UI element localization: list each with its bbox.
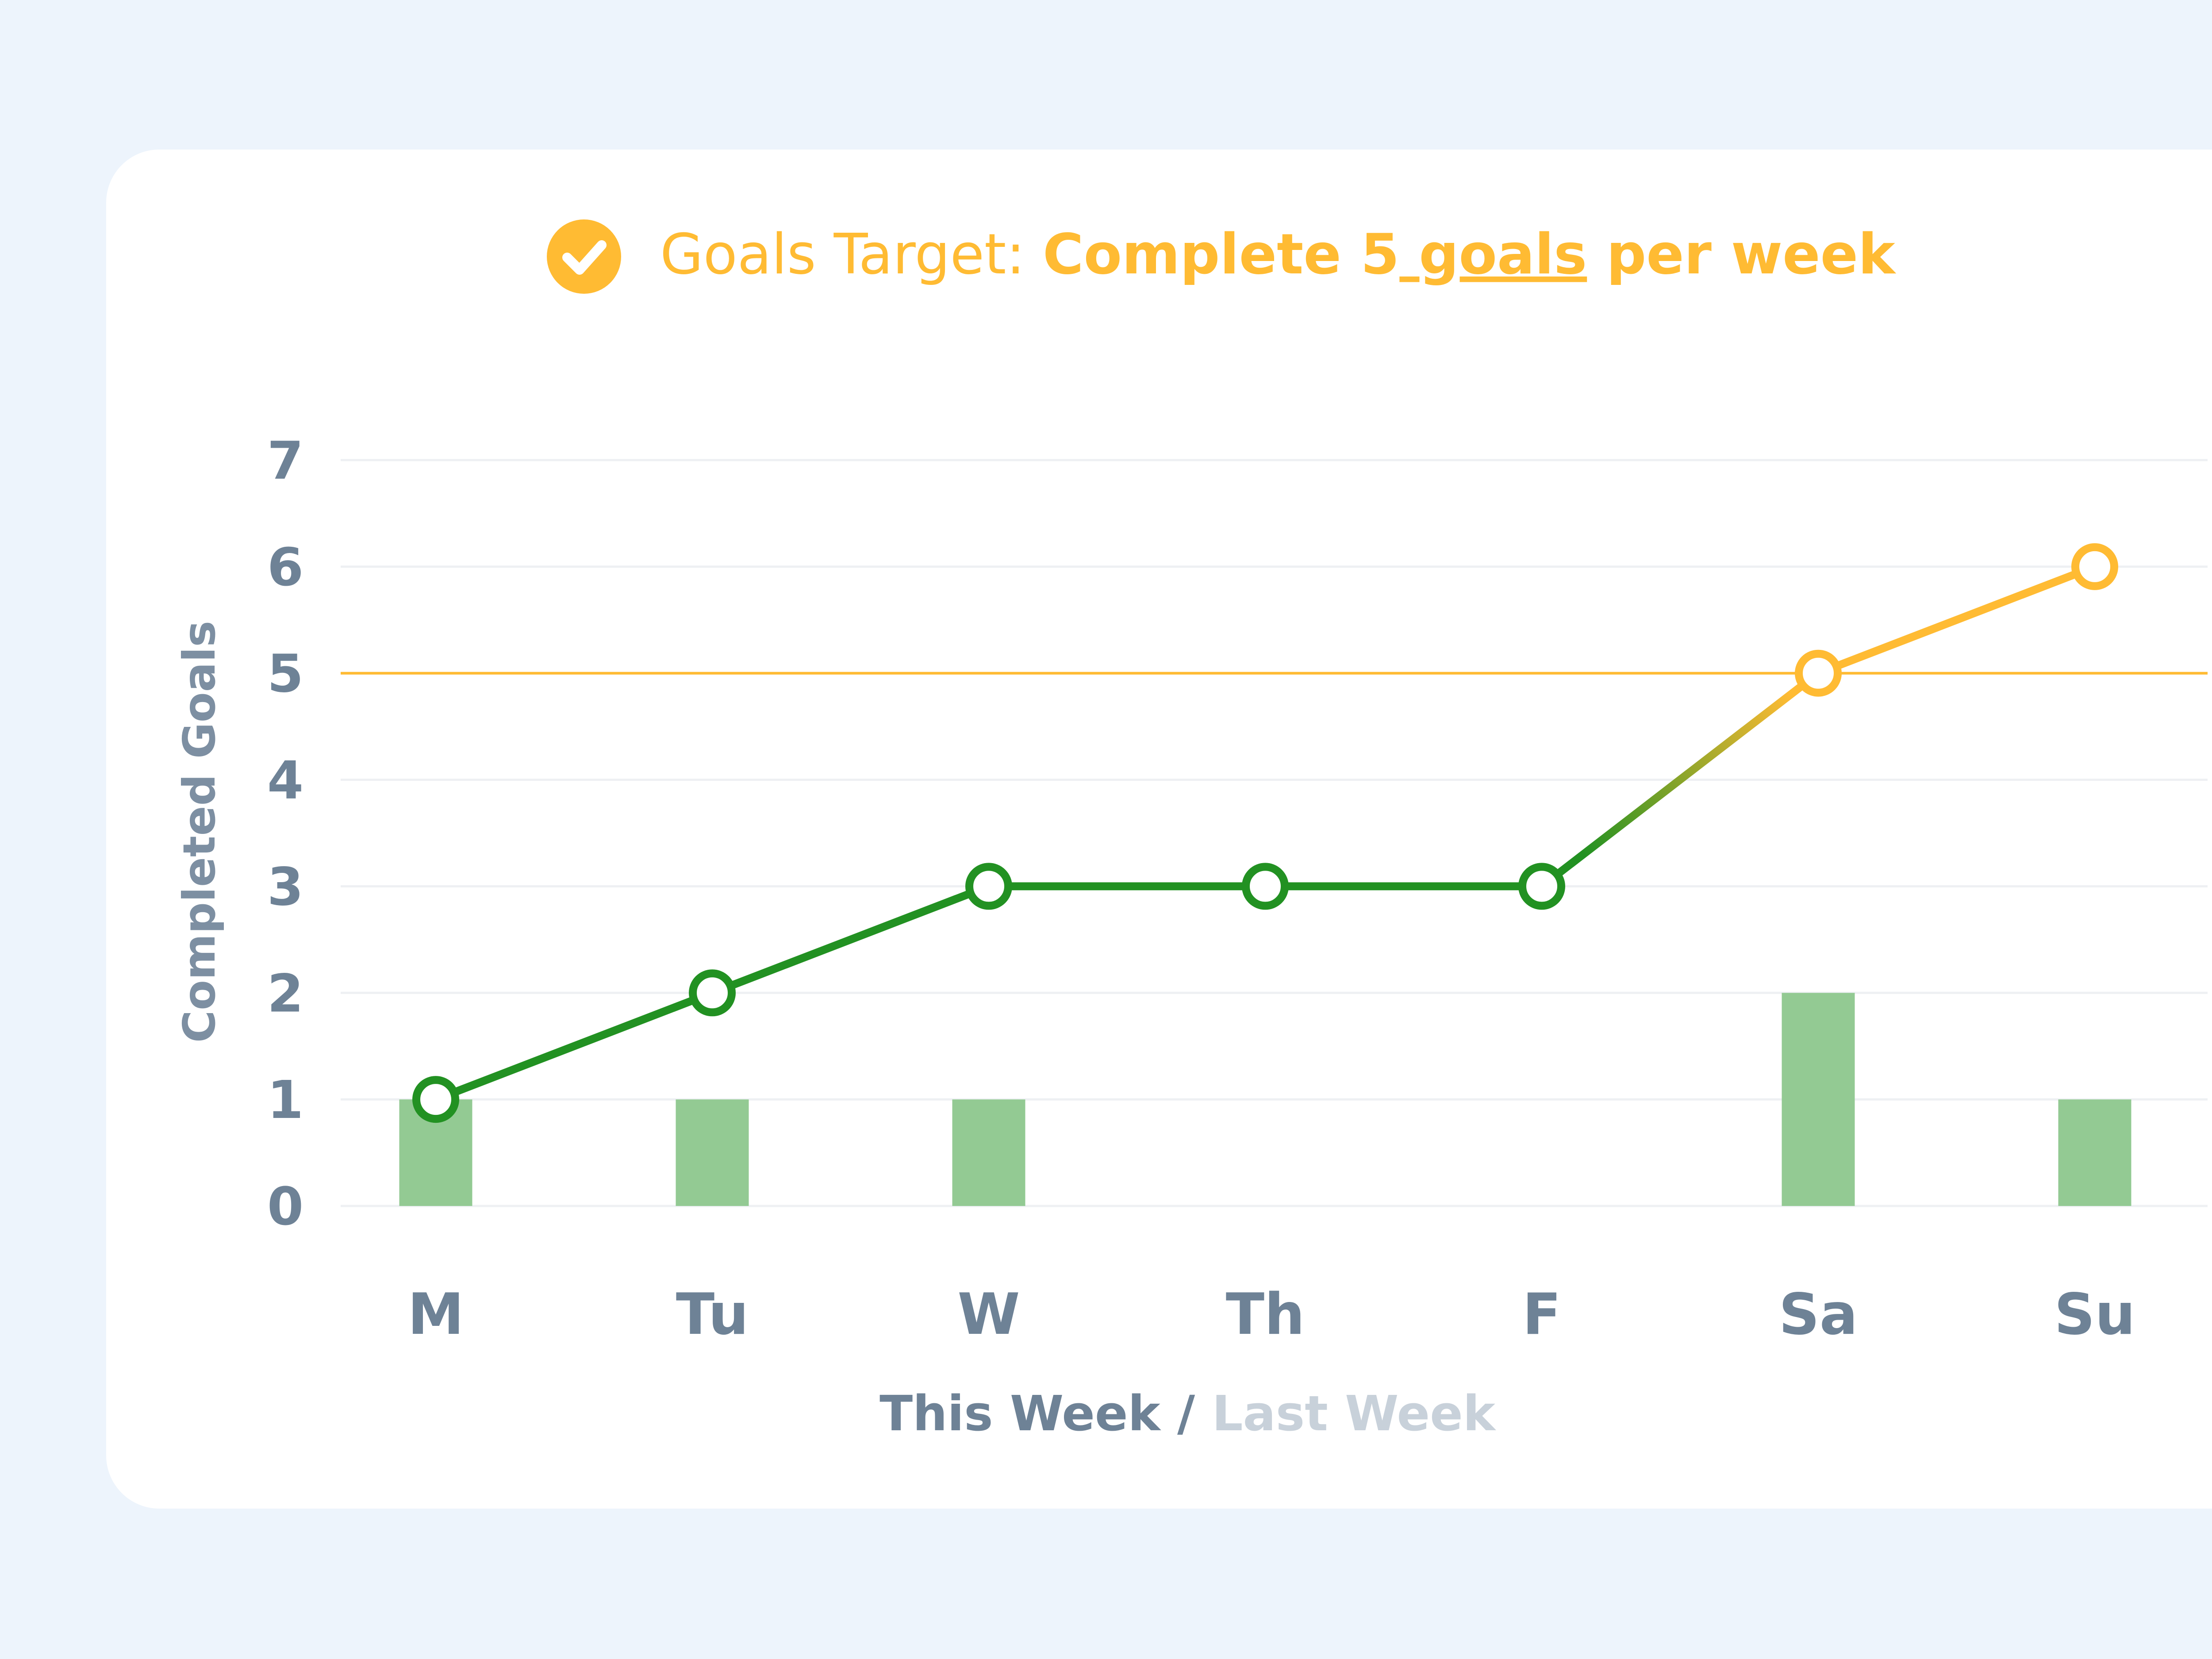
point-W[interactable] — [965, 863, 1012, 910]
y-tick-label-2: 2 — [267, 963, 303, 1024]
last-week-bars — [399, 993, 2131, 1206]
target-emphasis-end: per week — [1587, 222, 1897, 287]
point-Su[interactable] — [2071, 543, 2118, 590]
target-emphasis-start: Complete 5 — [1043, 222, 1399, 287]
line-segment-Sa-Su — [1814, 562, 2099, 677]
x-tick-label-W: W — [957, 1282, 1020, 1348]
line-segment-M-Tu — [432, 989, 716, 1104]
this-week-points — [412, 543, 2118, 1123]
point-Th[interactable] — [1242, 863, 1289, 910]
legend-separator: / — [1160, 1385, 1212, 1442]
legend: This Week / Last Week — [879, 1385, 1497, 1442]
point-Sa[interactable] — [1795, 649, 1842, 697]
x-tick-label-M: M — [407, 1282, 464, 1348]
y-tick-label-7: 7 — [267, 430, 303, 491]
line-segment-Tu-W — [708, 882, 993, 997]
bar-Su[interactable] — [2058, 1099, 2131, 1206]
target-goals-link: goals — [1399, 222, 1587, 287]
y-tick-label-5: 5 — [267, 643, 303, 704]
this-week-line — [432, 562, 2099, 1104]
chart-card — [106, 150, 2212, 1509]
y-tick-label-4: 4 — [267, 750, 303, 811]
y-tick-label-6: 6 — [267, 537, 303, 598]
y-tick-label-1: 1 — [267, 1069, 303, 1130]
grid-lines — [341, 459, 2208, 1207]
bar-Tu[interactable] — [676, 1099, 749, 1206]
goal-target-title: Goals Target: Complete 5 goals per week — [660, 222, 1897, 287]
target-prefix: Goals Target: — [660, 222, 1043, 287]
point-M[interactable] — [412, 1076, 459, 1123]
legend-this-week[interactable]: This Week — [879, 1385, 1161, 1442]
y-axis-ticks: 0 1 2 3 4 5 6 7 — [267, 430, 303, 1237]
point-Tu[interactable] — [689, 969, 736, 1017]
x-axis-ticks: M Tu W Th F Sa Su — [407, 1282, 2135, 1348]
y-tick-label-0: 0 — [267, 1176, 303, 1237]
line-segment-F-Sa — [1538, 669, 1822, 891]
point-F[interactable] — [1518, 863, 1565, 910]
bar-Sa[interactable] — [1782, 993, 1855, 1206]
x-tick-label-Th: Th — [1226, 1282, 1305, 1348]
y-tick-label-3: 3 — [267, 856, 303, 917]
check-circle-icon — [547, 219, 621, 294]
bar-W[interactable] — [952, 1099, 1025, 1206]
y-axis-title: Completed Goals — [173, 621, 225, 1043]
x-tick-label-F: F — [1522, 1282, 1561, 1348]
x-tick-label-Tu: Tu — [676, 1282, 749, 1348]
x-tick-label-Sa: Sa — [1779, 1282, 1858, 1348]
x-tick-label-Su: Su — [2054, 1282, 2135, 1348]
legend-last-week[interactable]: Last Week — [1212, 1385, 1496, 1442]
